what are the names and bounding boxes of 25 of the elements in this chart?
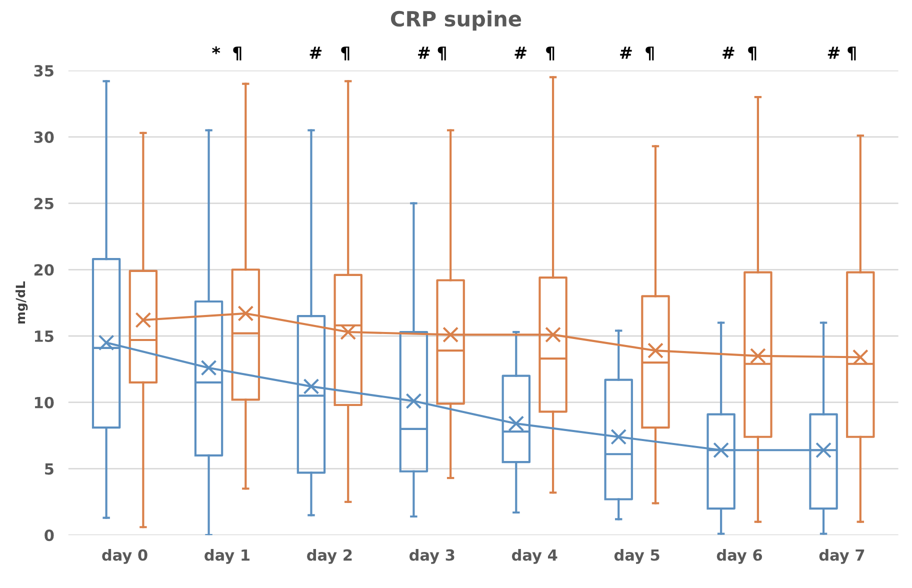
- y-tick-label: 10: [34, 396, 54, 408]
- x-tick-label: day 3: [409, 548, 454, 564]
- y-tick-label: 15: [34, 330, 54, 342]
- x-tick-label: day 4: [512, 548, 558, 564]
- y-tick-label: 5: [45, 463, 54, 475]
- y-tick-label: 0: [44, 530, 54, 542]
- chart-title: CRP supine: [390, 10, 522, 31]
- x-tick-label: day 7: [819, 548, 864, 564]
- text: # ¶: [418, 46, 446, 60]
- text: # ¶: [620, 46, 654, 60]
- text: * ¶: [212, 46, 242, 60]
- x-tick-label: day 1: [204, 548, 250, 564]
- y-tick-label: 25: [34, 198, 54, 210]
- x-tick-label: day 0: [102, 548, 148, 564]
- y-tick-label: 35: [34, 65, 54, 77]
- y-tick-label: 20: [34, 264, 54, 276]
- x-tick-label: day 2: [307, 548, 352, 564]
- x-tick-label: day 5: [614, 548, 660, 564]
- x-tick-label: day 6: [716, 548, 762, 564]
- y-tick-label: 30: [34, 131, 54, 143]
- text: # ¶: [310, 46, 350, 60]
- text: # ¶: [514, 46, 554, 60]
- text: # ¶: [722, 46, 756, 60]
- y-axis-title: mg/dL: [16, 281, 28, 324]
- text: # ¶: [828, 46, 856, 60]
